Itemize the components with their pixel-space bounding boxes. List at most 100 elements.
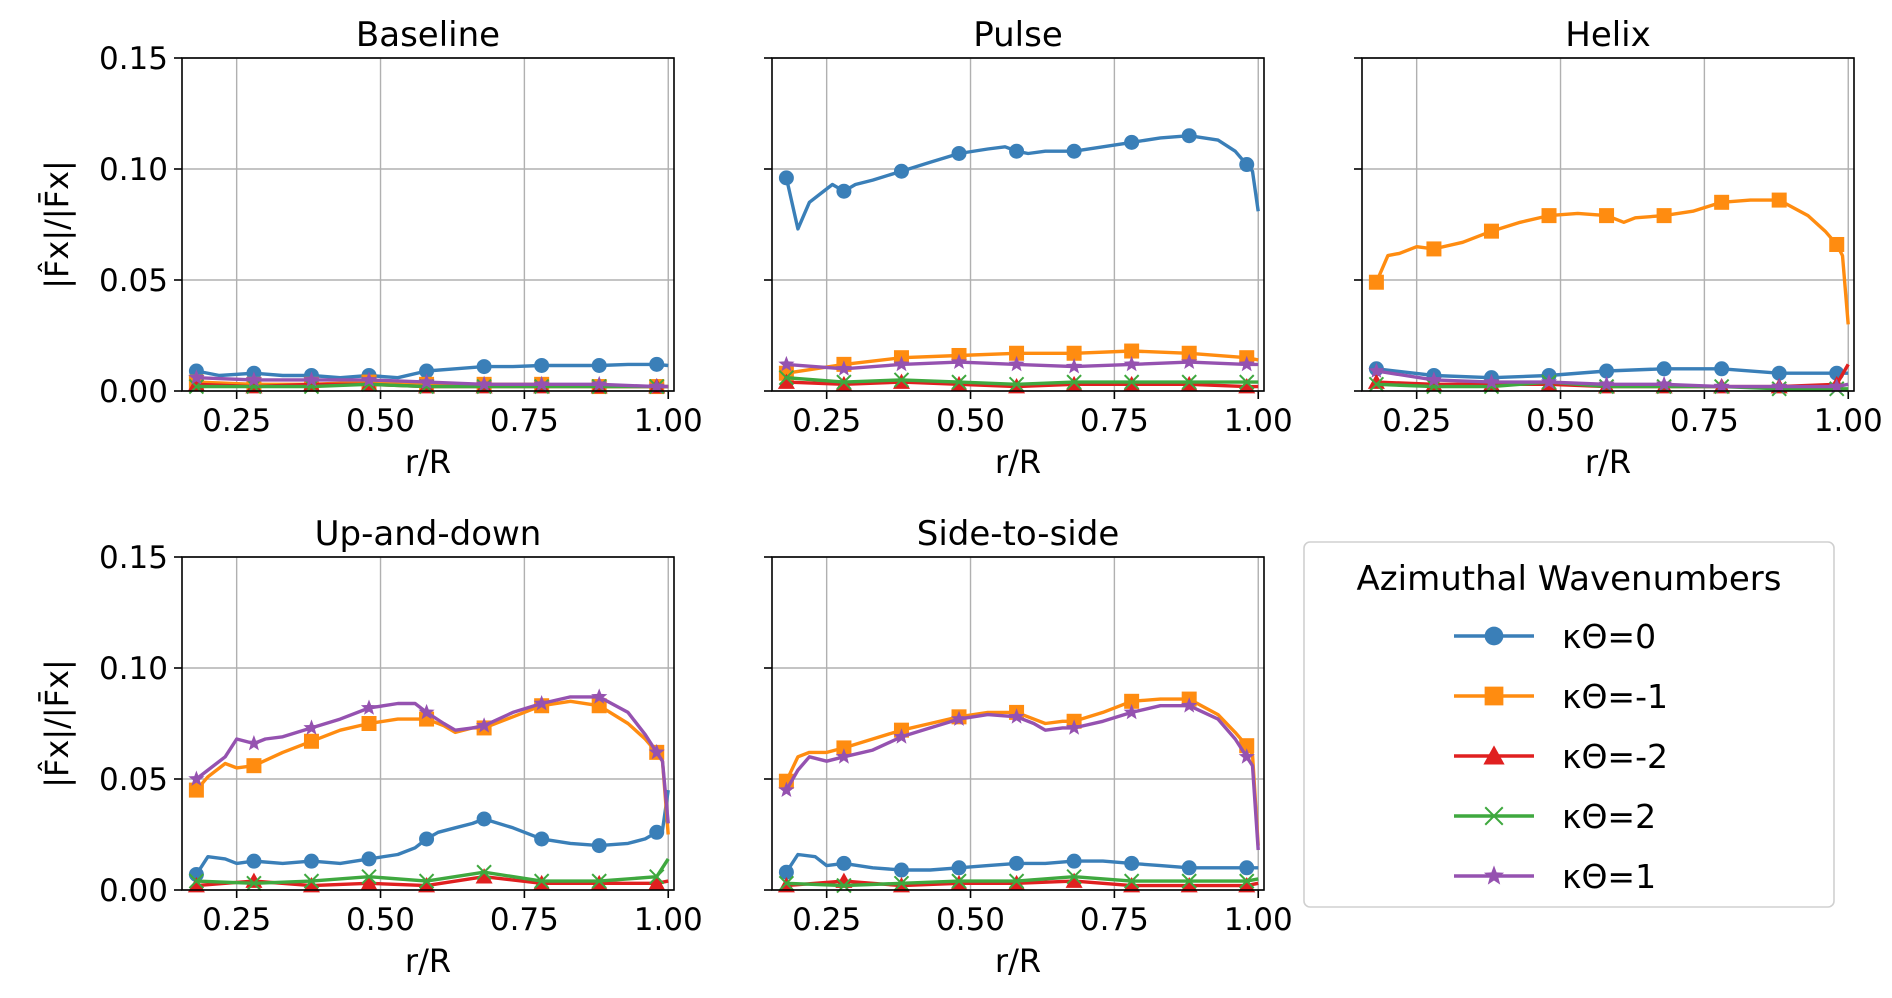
data-point (648, 874, 666, 891)
legend-label: κΘ=-1 (1562, 677, 1668, 716)
data-point (1009, 345, 1025, 361)
x-tick-label: 0.75 (1080, 902, 1149, 938)
data-point (245, 371, 262, 387)
data-point (533, 375, 550, 392)
data-point (1181, 353, 1198, 369)
data-point (1483, 223, 1499, 239)
data-point (591, 688, 608, 704)
data-point (1009, 855, 1025, 871)
data-point (1368, 362, 1385, 378)
data-point (245, 735, 262, 751)
data-point (1066, 853, 1082, 869)
series-κΘ=1 (778, 697, 1260, 851)
data-point (533, 695, 550, 711)
data-point (534, 357, 550, 373)
data-point (1829, 236, 1845, 252)
data-point (1771, 192, 1787, 208)
legend-title: Azimuthal Wavenumbers (1357, 559, 1782, 599)
data-point (1124, 343, 1140, 359)
series-line (194, 789, 670, 876)
x-tick-label: 0.25 (792, 403, 861, 439)
data-point (476, 811, 492, 827)
data-point (1181, 873, 1197, 889)
subplot-title: Baseline (356, 15, 500, 55)
data-point (1181, 697, 1198, 713)
series-κΘ=1 (778, 353, 1259, 376)
data-point (303, 873, 320, 889)
legend-label: κΘ=1 (1562, 857, 1656, 896)
series-line (1376, 380, 1849, 391)
series-line (784, 704, 1260, 851)
x-tick-label: 0.75 (490, 403, 559, 439)
data-point (893, 875, 910, 892)
data-point (1180, 877, 1198, 893)
data-point (1124, 693, 1140, 709)
data-point (778, 170, 794, 186)
series-line (196, 376, 669, 389)
y-axis-label: |F̂x|/|F̄x| (37, 659, 76, 788)
data-point (188, 369, 205, 385)
data-point (187, 877, 205, 893)
subplot-helix: 0.25 0.50 0.75 1.00 Helix r/R (1354, 15, 1883, 481)
data-point (1771, 365, 1787, 381)
series-line (786, 360, 1259, 371)
x-tick-label: 0.75 (490, 902, 559, 938)
series-κΘ=-1 (1368, 192, 1850, 325)
data-point (648, 743, 665, 760)
series-line (1376, 367, 1849, 380)
data-point (1066, 345, 1082, 361)
data-point (649, 824, 665, 840)
legend-entry: κΘ=-2 (1454, 737, 1668, 776)
data-point (1239, 860, 1255, 876)
data-point (534, 831, 550, 847)
data-point (1008, 873, 1025, 889)
data-point (1599, 208, 1615, 224)
axes-frame (181, 57, 675, 392)
data-point (893, 728, 910, 744)
data-point (418, 877, 436, 893)
data-point (951, 873, 967, 889)
y-tick-label: 0.15 (99, 540, 168, 576)
data-point (418, 703, 435, 720)
series-line (1376, 369, 1849, 389)
data-point (1656, 361, 1672, 377)
series-line (786, 376, 1259, 386)
data-point (246, 875, 262, 892)
data-point (1828, 378, 1845, 394)
series-line (786, 349, 1259, 375)
data-point (1714, 361, 1730, 377)
y-tick-label: 0.00 (99, 374, 168, 410)
data-point (951, 374, 967, 390)
data-point (419, 363, 435, 379)
legend: Azimuthal Wavenumbers κΘ=0 κΘ=-1 κΘ=-2 κΘ=2 κ… (1303, 541, 1835, 908)
x-tick-label: 0.75 (1670, 403, 1739, 439)
data-point (302, 877, 320, 893)
y-tick-label: 0.15 (99, 41, 168, 77)
x-tick-label: 1.00 (1224, 902, 1293, 938)
data-point (360, 699, 378, 715)
x-tick-label: 0.25 (792, 902, 861, 938)
data-point (1483, 373, 1500, 389)
data-point (1066, 868, 1082, 885)
data-point (1238, 378, 1256, 394)
data-point (361, 868, 377, 885)
data-point (778, 864, 794, 880)
data-point (836, 183, 852, 199)
data-point (893, 862, 909, 878)
series-κΘ=2 (778, 868, 1259, 894)
legend-entry: κΘ=2 (1454, 797, 1656, 836)
series-κΘ=2 (188, 857, 670, 892)
subplot-up-and-down: 0.25 0.50 0.75 1.00 0.00 0.05 0.10 0.15 Up-and-d… (37, 514, 703, 980)
data-point (649, 868, 665, 885)
series-κΘ=1 (188, 369, 669, 394)
x-axis-label: r/R (405, 443, 451, 481)
data-point (591, 838, 607, 854)
data-point (778, 781, 795, 797)
data-point (361, 716, 377, 731)
data-point (1368, 376, 1385, 393)
data-point (1656, 208, 1672, 224)
subplot-pulse: 0.25 0.50 0.75 1.00 Pulse r/R (764, 15, 1293, 481)
data-point (1008, 355, 1025, 372)
data-point (1066, 374, 1082, 390)
